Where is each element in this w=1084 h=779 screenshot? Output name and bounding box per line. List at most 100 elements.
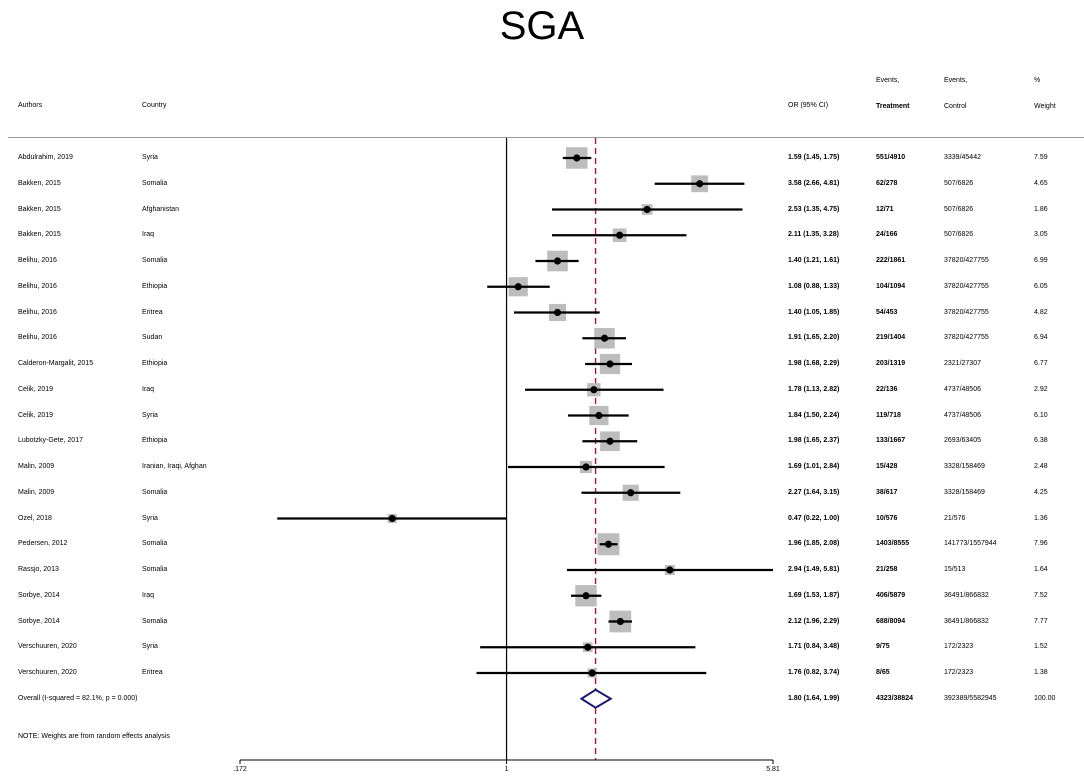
- study-country: Syria: [142, 154, 158, 161]
- study-events-control: 37820/427755: [944, 257, 989, 264]
- study-author: Sorbye, 2014: [18, 617, 60, 625]
- study-country: Iranian, Iraqi, Afghan: [142, 463, 207, 470]
- study-events-control: 37820/427755: [944, 282, 989, 290]
- study-events-control: 172/2323: [944, 643, 974, 651]
- study-weight: 6.05: [1034, 282, 1048, 290]
- study-country: Ethiopia: [142, 437, 168, 445]
- study-point: [604, 540, 613, 548]
- study-events-treatment: 10/576: [876, 514, 898, 522]
- study-events-treatment: 62/278: [876, 179, 898, 187]
- study-author: Sorbye, 2014: [18, 591, 60, 599]
- study-country: Somalia: [142, 566, 168, 573]
- study-or-ci: 1.91 (1.65, 2.20): [788, 334, 840, 342]
- study-events-control: 141773/1557944: [944, 540, 997, 548]
- overall-diamond: [579, 688, 613, 709]
- study-events-control: 36491/866832: [944, 617, 989, 625]
- x-tick-label: 1: [504, 766, 509, 773]
- study-weight: 2.48: [1034, 463, 1048, 470]
- study-weight: 4.65: [1034, 179, 1048, 187]
- study-or-ci: 1.98 (1.65, 2.37): [788, 437, 840, 445]
- study-weight: 7.52: [1034, 591, 1048, 599]
- study-or-ci: 1.40 (1.05, 1.85): [788, 308, 840, 316]
- study-country: Eritrea: [142, 308, 163, 316]
- study-or-ci: 1.96 (1.85, 2.08): [788, 540, 840, 548]
- study-point: [582, 463, 590, 471]
- study-weight: 7.59: [1034, 154, 1048, 161]
- header-country: Country: [142, 102, 167, 109]
- study-events-treatment: 1403/8555: [876, 540, 910, 548]
- study-events-treatment: 219/1404: [876, 334, 906, 342]
- study-events-treatment: 22/136: [876, 385, 898, 393]
- study-events-control: 507/6826: [944, 205, 974, 213]
- study-weight: 4.82: [1034, 308, 1048, 316]
- header-events-control-1: Events,: [944, 77, 968, 84]
- study-author: Bakken, 2015: [18, 231, 61, 239]
- study-events-control: 4737/48506: [944, 385, 981, 393]
- overall-weight: 100.00: [1034, 694, 1056, 702]
- study-country: Sudan: [142, 334, 163, 342]
- study-or-ci: 1.69 (1.53, 1.87): [788, 591, 840, 599]
- study-weight: 6.10: [1034, 411, 1048, 419]
- study-weight: 1.52: [1034, 643, 1048, 651]
- study-events-control: 37820/427755: [944, 308, 989, 316]
- study-or-ci: 1.59 (1.45, 1.75): [788, 154, 840, 161]
- study-author: Abdulrahim, 2019: [18, 154, 73, 161]
- study-or-ci: 1.98 (1.68, 2.29): [788, 360, 840, 367]
- x-tick-label: .172: [233, 766, 247, 773]
- study-events-treatment: 104/1094: [876, 282, 906, 290]
- study-country: Somalia: [142, 179, 168, 187]
- study-author: Calderon-Margalit, 2015: [18, 360, 94, 367]
- study-weight: 1.86: [1034, 205, 1048, 213]
- study-events-treatment: 12/71: [876, 205, 894, 213]
- study-or-ci: 1.78 (1.13, 2.82): [788, 385, 840, 393]
- study-events-treatment: 133/1667: [876, 437, 906, 445]
- study-point: [696, 180, 704, 188]
- study-events-treatment: 688/8094: [876, 617, 906, 625]
- study-author: Belihu, 2016: [18, 282, 57, 290]
- study-author: Bakken, 2015: [18, 179, 61, 187]
- study-or-ci: 3.58 (2.66, 4.81): [788, 179, 840, 187]
- study-point: [582, 592, 590, 600]
- study-point: [553, 257, 562, 265]
- study-events-treatment: 9/75: [876, 643, 890, 651]
- study-weight: 2.92: [1034, 385, 1048, 393]
- study-point: [584, 643, 592, 651]
- study-author: Rassjo, 2013: [18, 566, 59, 573]
- study-author: Malin, 2009: [18, 463, 55, 470]
- study-or-ci: 1.71 (0.84, 3.48): [788, 643, 840, 651]
- study-events-treatment: 551/4910: [876, 154, 906, 161]
- study-events-control: 21/576: [944, 514, 966, 522]
- study-author: Belihu, 2016: [18, 308, 57, 316]
- study-or-ci: 0.47 (0.22, 1.00): [788, 514, 840, 522]
- study-events-control: 507/6826: [944, 231, 974, 239]
- study-weight: 1.38: [1034, 669, 1048, 676]
- study-point: [627, 489, 635, 497]
- study-events-control: 3328/158469: [944, 488, 985, 496]
- study-events-treatment: 203/1319: [876, 360, 906, 367]
- study-events-control: 2321/27307: [944, 360, 981, 367]
- study-weight: 4.25: [1034, 488, 1048, 496]
- header-weight-1: %: [1034, 77, 1041, 84]
- study-author: Celik, 2019: [18, 385, 54, 393]
- study-events-control: 507/6826: [944, 179, 974, 187]
- overall-or-ci: 1.80 (1.64, 1.99): [788, 694, 840, 702]
- study-author: Lubotzky-Gete, 2017: [18, 437, 83, 445]
- study-or-ci: 2.94 (1.49, 5.81): [788, 566, 840, 573]
- study-country: Somalia: [142, 540, 168, 548]
- overall-label: Overall (I-squared = 82.1%, p = 0.000): [18, 694, 138, 702]
- study-or-ci: 2.53 (1.35, 4.75): [788, 205, 840, 213]
- header-separator: [8, 137, 1084, 138]
- study-events-control: 3339/45442: [944, 154, 981, 161]
- study-country: Syria: [142, 643, 158, 651]
- header-or-ci: OR (95% CI): [788, 102, 829, 109]
- overall-events-treatment: 4323/38824: [876, 694, 913, 702]
- study-point: [553, 308, 562, 317]
- study-country: Syria: [142, 411, 158, 419]
- study-country: Iraq: [142, 231, 155, 239]
- study-point: [600, 334, 609, 342]
- study-events-treatment: 406/5879: [876, 591, 906, 599]
- study-point: [590, 386, 598, 394]
- study-events-control: 36491/866832: [944, 591, 989, 599]
- study-point: [616, 617, 624, 626]
- study-author: Ozel, 2018: [18, 514, 52, 522]
